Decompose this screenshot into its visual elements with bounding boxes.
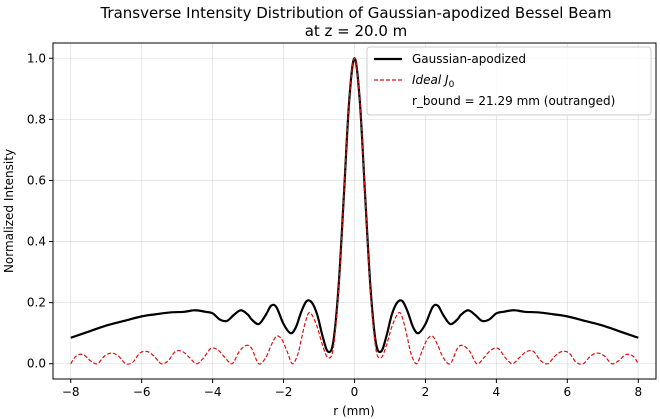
legend-box	[366, 46, 652, 116]
chart-title-line-1: Transverse Intensity Distribution of Gau…	[99, 4, 611, 22]
y-tick-label: 1.0	[27, 51, 46, 65]
legend-label-gaussian: Gaussian-apodized	[412, 52, 526, 66]
y-tick-label: 0.8	[27, 112, 46, 126]
x-tick-label: −8	[62, 385, 80, 399]
y-tick-label: 0.6	[27, 173, 46, 187]
x-tick-label: −4	[204, 385, 222, 399]
x-tick-label: −6	[133, 385, 151, 399]
series-layer	[70, 57, 639, 365]
y-tick-label: 0.4	[27, 235, 46, 249]
x-tick-label: 4	[493, 385, 501, 399]
series-line-ideal-j0	[70, 57, 639, 365]
x-tick-label: −2	[275, 385, 293, 399]
legend-label-ideal-sub: 0	[449, 80, 455, 90]
x-tick-label: 8	[634, 385, 642, 399]
legend-label-rbound: r_bound = 21.29 mm (outranged)	[412, 94, 615, 108]
y-tick-label: 0.0	[27, 357, 46, 371]
y-axis-label: Normalized Intensity	[2, 149, 16, 273]
legend-label-ideal: Ideal J0	[412, 73, 455, 90]
legend-label-ideal-main: Ideal J	[412, 73, 449, 87]
y-tick-label: 0.2	[27, 296, 46, 310]
x-tick-label: 6	[564, 385, 572, 399]
ticks: −8 −6 −4 −2 0 2 4 6 8 0.0 0.2 0.4 0.6 0.8 1.0	[27, 51, 642, 399]
x-tick-label: 2	[422, 385, 430, 399]
x-axis-label: r (mm)	[333, 404, 375, 418]
x-tick-label: 0	[351, 385, 359, 399]
legend: Gaussian-apodized Ideal J0 r_bound = 21.…	[366, 46, 652, 116]
chart-title-line-2: at z = 20.0 m	[305, 22, 408, 40]
